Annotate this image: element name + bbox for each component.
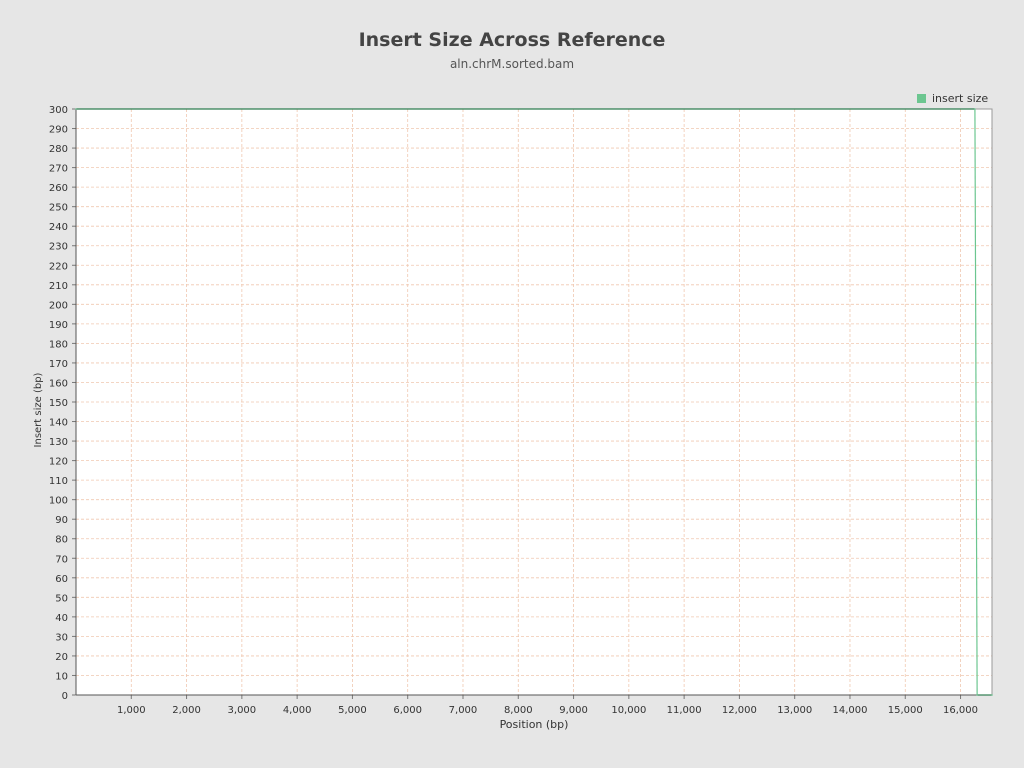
series-point-insert-size: [991, 694, 993, 696]
chart-title: Insert Size Across Reference: [358, 29, 666, 51]
y-tick-label: 90: [55, 515, 68, 526]
y-tick-label: 30: [55, 632, 68, 643]
x-tick-label: 6,000: [393, 705, 422, 716]
x-tick-label: 4,000: [283, 705, 312, 716]
y-tick-label: 160: [49, 378, 68, 389]
x-tick-label: 7,000: [449, 705, 478, 716]
legend: insert size: [917, 92, 988, 105]
y-tick-label: 120: [49, 457, 68, 468]
x-tick-label: 5,000: [338, 705, 367, 716]
y-tick-label: 110: [49, 476, 68, 487]
y-tick-label: 240: [49, 222, 68, 233]
y-tick-label: 130: [49, 437, 68, 448]
x-tick-label: 15,000: [888, 705, 923, 716]
x-axis-label: Position (bp): [500, 718, 569, 731]
x-tick-label: 1,000: [117, 705, 146, 716]
y-tick-label: 100: [49, 496, 68, 507]
y-tick-label: 150: [49, 398, 68, 409]
x-tick-label: 11,000: [667, 705, 702, 716]
y-tick-label: 280: [49, 144, 68, 155]
legend-label-insert-size: insert size: [932, 92, 988, 105]
y-tick-label: 290: [49, 125, 68, 136]
y-tick-label: 0: [62, 691, 68, 702]
chart-subtitle: aln.chrM.sorted.bam: [449, 57, 575, 71]
series-segment-insert-size: [974, 108, 978, 696]
y-tick-label: 250: [49, 203, 68, 214]
x-tick-label: 9,000: [559, 705, 588, 716]
y-axis-label: Insert size (bp): [33, 372, 44, 447]
y-tick-label: 60: [55, 574, 68, 585]
x-tick-label: 2,000: [172, 705, 201, 716]
y-tick-label: 190: [49, 320, 68, 331]
y-tick-label: 260: [49, 183, 68, 194]
y-tick-label: 300: [49, 105, 68, 116]
y-tick-label: 180: [49, 339, 68, 350]
y-tick-label: 170: [49, 359, 68, 370]
x-tick-label: 10,000: [611, 705, 646, 716]
x-tick-label: 3,000: [228, 705, 257, 716]
y-tick-label: 140: [49, 418, 68, 429]
series-layer: [75, 108, 993, 696]
x-tick-label: 14,000: [832, 705, 867, 716]
series-point-insert-size: [974, 108, 976, 110]
series-point-insert-size: [976, 694, 978, 696]
y-tick-label: 220: [49, 261, 68, 272]
x-tick-label: 13,000: [777, 705, 812, 716]
axis-layer: 0 10 20 30 40 50 60 70 80 90 100 110 120 130 140 150 160…: [49, 105, 993, 716]
x-tick-label: 8,000: [504, 705, 533, 716]
y-tick-label: 40: [55, 613, 68, 624]
legend-swatch-insert-size: [917, 94, 926, 103]
y-tick-label: 20: [55, 652, 68, 663]
series-point-insert-size: [75, 108, 77, 110]
y-tick-label: 210: [49, 281, 68, 292]
y-tick-label: 270: [49, 164, 68, 175]
y-tick-label: 70: [55, 554, 68, 565]
y-tick-label: 230: [49, 242, 68, 253]
y-tick-label: 200: [49, 300, 68, 311]
y-tick-label: 10: [55, 671, 68, 682]
y-tick-label: 50: [55, 593, 68, 604]
x-tick-label: 16,000: [943, 705, 978, 716]
y-tick-label: 80: [55, 535, 68, 546]
x-tick-label: 12,000: [722, 705, 757, 716]
grid-layer: [76, 109, 992, 695]
